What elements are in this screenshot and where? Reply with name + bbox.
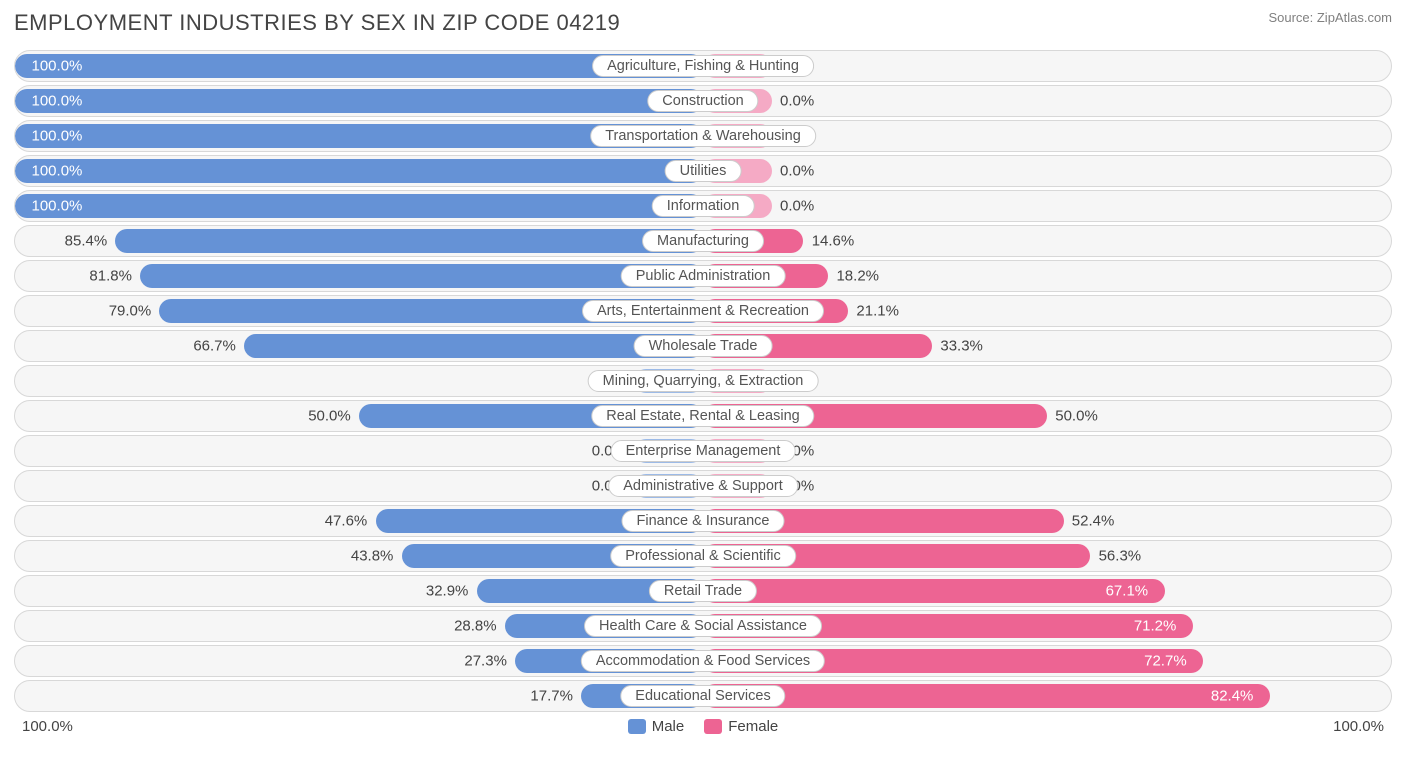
male-value: 47.6% — [325, 513, 368, 530]
male-value: 100.0% — [32, 58, 83, 75]
male-value: 100.0% — [32, 198, 83, 215]
male-bar — [115, 229, 703, 253]
chart-row: 100.0% 0.0% Information — [14, 190, 1392, 222]
male-value: 85.4% — [65, 233, 108, 250]
chart-row: 100.0% 0.0% Construction — [14, 85, 1392, 117]
category-label: Enterprise Management — [611, 440, 796, 462]
chart-row: 100.0%0.0%Transportation & Warehousing — [14, 120, 1392, 152]
female-value: 0.0% — [780, 93, 814, 110]
chart-row: 27.3% 72.7% Accommodation & Food Services — [14, 645, 1392, 677]
female-value: 18.2% — [836, 268, 879, 285]
chart-row: 43.8% 56.3% Professional & Scientific — [14, 540, 1392, 572]
male-value: 100.0% — [32, 93, 83, 110]
male-value: 66.7% — [193, 338, 236, 355]
male-value: 32.9% — [426, 583, 469, 600]
male-value: 100.0% — [32, 163, 83, 180]
female-value: 52.4% — [1072, 513, 1115, 530]
female-value: 50.0% — [1055, 408, 1098, 425]
legend-male-label: Male — [652, 718, 685, 735]
male-value: 50.0% — [308, 408, 351, 425]
chart-row: 81.8% 18.2% Public Administration — [14, 260, 1392, 292]
chart-row: 100.0%0.0%Agriculture, Fishing & Hunting — [14, 50, 1392, 82]
category-label: Manufacturing — [642, 230, 764, 252]
female-bar — [703, 579, 1165, 603]
male-bar — [15, 159, 703, 183]
category-label: Utilities — [665, 160, 742, 182]
chart-row: 66.7% 33.3% Wholesale Trade — [14, 330, 1392, 362]
legend-male: Male — [628, 718, 685, 735]
legend-items: Male Female — [628, 718, 779, 735]
male-value: 43.8% — [351, 548, 394, 565]
chart-row: 85.4% 14.6% Manufacturing — [14, 225, 1392, 257]
category-label: Real Estate, Rental & Leasing — [591, 405, 814, 427]
chart-row: 17.7% 82.4% Educational Services — [14, 680, 1392, 712]
male-value: 81.8% — [89, 268, 132, 285]
chart-row: 100.0% 0.0% Utilities — [14, 155, 1392, 187]
female-value: 0.0% — [780, 198, 814, 215]
female-value: 67.1% — [1106, 583, 1149, 600]
category-label: Transportation & Warehousing — [590, 125, 816, 147]
male-value: 100.0% — [32, 128, 83, 145]
chart-row: 32.9% 67.1% Retail Trade — [14, 575, 1392, 607]
female-value: 21.1% — [856, 303, 899, 320]
male-value: 27.3% — [464, 653, 507, 670]
female-value: 56.3% — [1099, 548, 1142, 565]
category-label: Agriculture, Fishing & Hunting — [592, 55, 814, 77]
male-value: 79.0% — [109, 303, 152, 320]
category-label: Mining, Quarrying, & Extraction — [588, 370, 819, 392]
male-bar — [15, 194, 703, 218]
male-bar — [140, 264, 703, 288]
legend-female-label: Female — [728, 718, 778, 735]
chart-source: Source: ZipAtlas.com — [1268, 10, 1392, 25]
male-bar — [15, 89, 703, 113]
chart-legend: 100.0% Male Female 100.0% — [14, 718, 1392, 735]
category-label: Retail Trade — [649, 580, 757, 602]
category-label: Educational Services — [620, 685, 785, 707]
category-label: Construction — [647, 90, 758, 112]
female-value: 33.3% — [940, 338, 983, 355]
chart-row: 47.6% 52.4% Finance & Insurance — [14, 505, 1392, 537]
diverging-bar-chart: 100.0%0.0%Agriculture, Fishing & Hunting… — [14, 50, 1392, 712]
category-label: Administrative & Support — [608, 475, 798, 497]
female-value: 72.7% — [1144, 653, 1187, 670]
category-label: Information — [652, 195, 755, 217]
female-value: 14.6% — [812, 233, 855, 250]
category-label: Public Administration — [621, 265, 786, 287]
male-swatch-icon — [628, 719, 646, 734]
axis-right-label: 100.0% — [1333, 718, 1384, 735]
chart-row: 50.0% 50.0% Real Estate, Rental & Leasing — [14, 400, 1392, 432]
male-value: 28.8% — [454, 618, 497, 635]
category-label: Health Care & Social Assistance — [584, 615, 822, 637]
legend-female: Female — [704, 718, 778, 735]
chart-row: 79.0% 21.1% Arts, Entertainment & Recreati… — [14, 295, 1392, 327]
female-value: 82.4% — [1211, 688, 1254, 705]
chart-row: 0.0%0.0%Administrative & Support — [14, 470, 1392, 502]
category-label: Finance & Insurance — [622, 510, 785, 532]
category-label: Wholesale Trade — [634, 335, 773, 357]
female-value: 71.2% — [1134, 618, 1177, 635]
category-label: Accommodation & Food Services — [581, 650, 825, 672]
male-value: 17.7% — [530, 688, 573, 705]
female-bar — [703, 684, 1270, 708]
female-swatch-icon — [704, 719, 722, 734]
chart-title: EMPLOYMENT INDUSTRIES BY SEX IN ZIP CODE… — [14, 10, 620, 36]
category-label: Professional & Scientific — [610, 545, 796, 567]
chart-row: 0.0%0.0%Mining, Quarrying, & Extraction — [14, 365, 1392, 397]
chart-header: EMPLOYMENT INDUSTRIES BY SEX IN ZIP CODE… — [14, 10, 1392, 36]
chart-row: 28.8% 71.2% Health Care & Social Assistanc… — [14, 610, 1392, 642]
female-value: 0.0% — [780, 163, 814, 180]
chart-row: 0.0%0.0%Enterprise Management — [14, 435, 1392, 467]
axis-left-label: 100.0% — [22, 718, 73, 735]
category-label: Arts, Entertainment & Recreation — [582, 300, 824, 322]
